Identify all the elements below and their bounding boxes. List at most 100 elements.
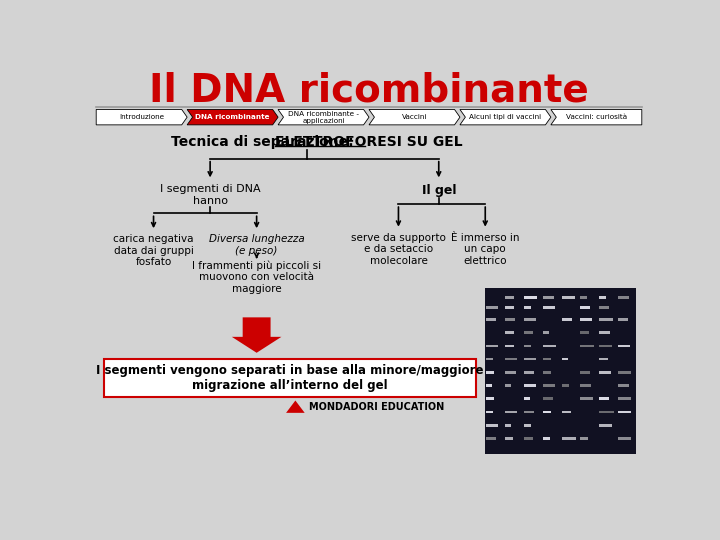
FancyBboxPatch shape	[486, 357, 492, 360]
FancyBboxPatch shape	[618, 371, 631, 374]
FancyBboxPatch shape	[543, 357, 551, 360]
Polygon shape	[187, 110, 278, 125]
FancyBboxPatch shape	[562, 318, 572, 321]
Text: Il gel: Il gel	[421, 184, 456, 197]
FancyBboxPatch shape	[486, 411, 493, 414]
Text: Tecnica di separazione:: Tecnica di separazione:	[171, 135, 359, 149]
FancyBboxPatch shape	[543, 331, 549, 334]
FancyBboxPatch shape	[580, 384, 591, 387]
FancyBboxPatch shape	[505, 371, 516, 374]
FancyBboxPatch shape	[599, 345, 612, 347]
Text: Vaccini: curiosità: Vaccini: curiosità	[566, 114, 627, 120]
Text: ELETTROFORESI SU GEL: ELETTROFORESI SU GEL	[274, 135, 462, 149]
Polygon shape	[460, 110, 551, 125]
Text: serve da supporto
e da setaccio
molecolare: serve da supporto e da setaccio molecola…	[351, 233, 446, 266]
FancyBboxPatch shape	[599, 331, 611, 334]
FancyBboxPatch shape	[543, 306, 555, 309]
FancyBboxPatch shape	[543, 411, 551, 414]
FancyBboxPatch shape	[505, 437, 513, 440]
FancyBboxPatch shape	[505, 424, 511, 427]
Text: Alcuni tipi di vaccini: Alcuni tipi di vaccini	[469, 114, 541, 120]
Polygon shape	[286, 401, 305, 413]
FancyBboxPatch shape	[562, 357, 568, 360]
Text: Il DNA ricombinante: Il DNA ricombinante	[149, 71, 589, 109]
Text: È immerso in
un capo
elettrico: È immerso in un capo elettrico	[451, 233, 520, 266]
FancyBboxPatch shape	[618, 296, 629, 299]
FancyBboxPatch shape	[580, 437, 588, 440]
FancyBboxPatch shape	[524, 371, 534, 374]
FancyBboxPatch shape	[486, 306, 498, 309]
Polygon shape	[369, 110, 460, 125]
FancyBboxPatch shape	[524, 306, 531, 309]
FancyBboxPatch shape	[543, 437, 550, 440]
FancyBboxPatch shape	[618, 345, 629, 347]
FancyBboxPatch shape	[618, 437, 631, 440]
FancyBboxPatch shape	[505, 318, 515, 321]
FancyBboxPatch shape	[505, 411, 517, 414]
Text: I frammenti più piccoli si
muovono con velocità
maggiore: I frammenti più piccoli si muovono con v…	[192, 260, 321, 294]
FancyBboxPatch shape	[486, 384, 492, 387]
FancyBboxPatch shape	[543, 384, 555, 387]
FancyBboxPatch shape	[505, 384, 511, 387]
FancyBboxPatch shape	[543, 345, 556, 347]
FancyBboxPatch shape	[486, 397, 494, 400]
Text: DNA ricombinante: DNA ricombinante	[195, 114, 270, 120]
Text: Diversa lunghezza
(e peso): Diversa lunghezza (e peso)	[209, 234, 305, 256]
FancyBboxPatch shape	[580, 397, 593, 400]
FancyBboxPatch shape	[599, 318, 613, 321]
Text: Vaccini: Vaccini	[402, 114, 427, 120]
FancyBboxPatch shape	[486, 437, 496, 440]
FancyBboxPatch shape	[524, 437, 533, 440]
FancyBboxPatch shape	[599, 306, 609, 309]
FancyBboxPatch shape	[618, 397, 631, 400]
FancyBboxPatch shape	[524, 331, 533, 334]
FancyBboxPatch shape	[524, 357, 536, 360]
Polygon shape	[232, 318, 282, 353]
FancyBboxPatch shape	[580, 306, 590, 309]
FancyBboxPatch shape	[562, 411, 571, 414]
FancyBboxPatch shape	[486, 345, 498, 347]
Text: DNA ricombinante -
applicazioni: DNA ricombinante - applicazioni	[288, 111, 359, 124]
Text: I segmenti di DNA
hanno: I segmenti di DNA hanno	[160, 184, 261, 206]
FancyBboxPatch shape	[486, 371, 494, 374]
FancyBboxPatch shape	[562, 437, 575, 440]
FancyBboxPatch shape	[618, 411, 631, 414]
FancyBboxPatch shape	[599, 397, 609, 400]
Text: MONDADORI EDUCATION: MONDADORI EDUCATION	[310, 402, 444, 413]
FancyBboxPatch shape	[599, 411, 613, 414]
FancyBboxPatch shape	[618, 384, 629, 387]
FancyBboxPatch shape	[505, 357, 517, 360]
FancyBboxPatch shape	[486, 318, 496, 321]
Polygon shape	[551, 110, 642, 125]
FancyBboxPatch shape	[580, 331, 589, 334]
FancyBboxPatch shape	[580, 371, 590, 374]
FancyBboxPatch shape	[580, 318, 592, 321]
FancyBboxPatch shape	[618, 318, 628, 321]
FancyBboxPatch shape	[543, 371, 551, 374]
FancyBboxPatch shape	[104, 359, 476, 397]
Text: I segmenti vengono separati in base alla minore/maggiore
migrazione all’interno : I segmenti vengono separati in base alla…	[96, 364, 484, 392]
FancyBboxPatch shape	[505, 331, 514, 334]
FancyBboxPatch shape	[485, 288, 636, 454]
FancyBboxPatch shape	[580, 296, 587, 299]
FancyBboxPatch shape	[524, 318, 536, 321]
FancyBboxPatch shape	[524, 424, 531, 427]
Text: carica negativa
data dai gruppi
fosfato: carica negativa data dai gruppi fosfato	[113, 234, 194, 267]
FancyBboxPatch shape	[524, 384, 536, 387]
FancyBboxPatch shape	[505, 345, 514, 347]
FancyBboxPatch shape	[599, 296, 606, 299]
FancyBboxPatch shape	[580, 345, 594, 347]
Text: Introduzione: Introduzione	[119, 114, 164, 120]
FancyBboxPatch shape	[524, 411, 534, 414]
FancyBboxPatch shape	[486, 424, 498, 427]
FancyBboxPatch shape	[524, 296, 537, 299]
FancyBboxPatch shape	[524, 397, 530, 400]
FancyBboxPatch shape	[599, 357, 608, 360]
FancyBboxPatch shape	[562, 384, 569, 387]
FancyBboxPatch shape	[505, 306, 513, 309]
Polygon shape	[96, 110, 187, 125]
FancyBboxPatch shape	[524, 345, 531, 347]
FancyBboxPatch shape	[599, 371, 611, 374]
FancyBboxPatch shape	[562, 296, 575, 299]
FancyBboxPatch shape	[505, 296, 514, 299]
